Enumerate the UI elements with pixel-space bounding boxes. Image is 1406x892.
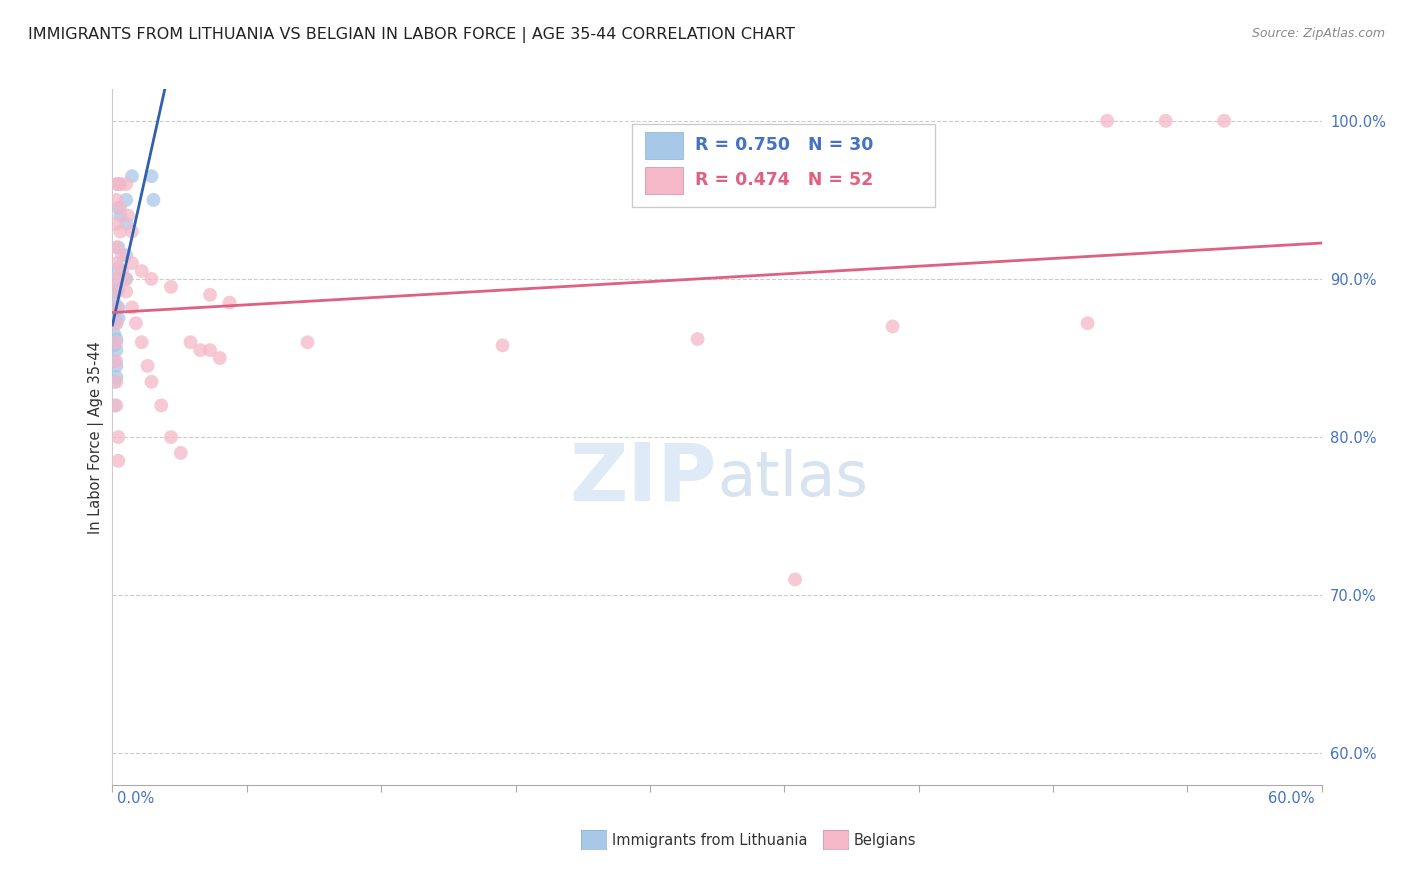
Text: IMMIGRANTS FROM LITHUANIA VS BELGIAN IN LABOR FORCE | AGE 35-44 CORRELATION CHAR: IMMIGRANTS FROM LITHUANIA VS BELGIAN IN … — [28, 27, 796, 43]
Point — [105, 240, 128, 254]
Text: atlas: atlas — [717, 449, 868, 508]
Point — [107, 311, 129, 326]
Point — [107, 201, 129, 215]
Point — [105, 272, 128, 286]
Point — [218, 295, 240, 310]
Point — [1154, 113, 1177, 128]
Point — [115, 217, 138, 231]
Point — [110, 201, 132, 215]
Point — [198, 343, 221, 358]
Point — [107, 301, 129, 315]
Point — [105, 256, 128, 270]
Point — [110, 225, 132, 239]
FancyBboxPatch shape — [633, 124, 935, 208]
Point — [105, 354, 128, 368]
Point — [1213, 113, 1236, 128]
Point — [131, 264, 153, 278]
Point — [105, 399, 128, 413]
Point — [111, 264, 134, 278]
Point — [105, 316, 128, 330]
Point — [105, 193, 128, 207]
Point — [882, 319, 904, 334]
Point — [170, 446, 193, 460]
Point — [142, 193, 165, 207]
Point — [297, 335, 319, 350]
Y-axis label: In Labor Force | Age 35-44: In Labor Force | Age 35-44 — [89, 341, 104, 533]
Point — [103, 311, 125, 326]
Point — [686, 332, 709, 346]
Point — [1077, 316, 1099, 330]
Point — [141, 272, 163, 286]
Point — [105, 343, 128, 358]
Point — [107, 240, 129, 254]
Point — [115, 272, 138, 286]
Text: 60.0%: 60.0% — [1268, 791, 1315, 805]
Point — [105, 177, 128, 191]
FancyBboxPatch shape — [644, 132, 683, 159]
Point — [131, 335, 153, 350]
Point — [115, 272, 138, 286]
Point — [105, 217, 128, 231]
Point — [105, 301, 128, 315]
Point — [103, 354, 125, 368]
Point — [491, 338, 513, 352]
Point — [115, 248, 138, 262]
Point — [188, 343, 211, 358]
FancyBboxPatch shape — [644, 167, 683, 194]
Point — [198, 287, 221, 301]
Point — [110, 209, 132, 223]
Point — [107, 177, 129, 191]
Text: 0.0%: 0.0% — [117, 791, 153, 805]
Point — [103, 375, 125, 389]
Point — [160, 280, 183, 294]
Text: R = 0.474   N = 52: R = 0.474 N = 52 — [696, 170, 873, 188]
Point — [105, 285, 128, 299]
Point — [121, 225, 143, 239]
Point — [103, 295, 125, 310]
Point — [121, 169, 143, 184]
Point — [105, 301, 128, 315]
Point — [105, 375, 128, 389]
Point — [141, 375, 163, 389]
Point — [179, 335, 201, 350]
Point — [103, 399, 125, 413]
Point — [105, 272, 128, 286]
Point — [150, 399, 173, 413]
Point — [208, 351, 231, 365]
Point — [110, 177, 132, 191]
Point — [103, 327, 125, 342]
Point — [136, 359, 159, 373]
Text: Belgians: Belgians — [853, 833, 915, 847]
Point — [1095, 113, 1118, 128]
Point — [105, 370, 128, 384]
Point — [783, 573, 806, 587]
Point — [105, 332, 128, 346]
Text: R = 0.750   N = 30: R = 0.750 N = 30 — [696, 136, 873, 153]
Point — [103, 338, 125, 352]
Point — [121, 301, 143, 315]
Point — [115, 177, 138, 191]
Point — [160, 430, 183, 444]
Point — [115, 285, 138, 299]
Point — [107, 454, 129, 468]
Point — [105, 359, 128, 373]
Point — [125, 316, 148, 330]
Text: ZIP: ZIP — [569, 440, 717, 518]
Text: Immigrants from Lithuania: Immigrants from Lithuania — [612, 833, 807, 847]
Point — [107, 260, 129, 275]
Point — [121, 256, 143, 270]
Point — [105, 335, 128, 350]
Point — [141, 169, 163, 184]
Point — [115, 193, 138, 207]
Point — [107, 430, 129, 444]
Point — [117, 209, 139, 223]
Point — [105, 316, 128, 330]
Point — [107, 283, 129, 297]
Text: Source: ZipAtlas.com: Source: ZipAtlas.com — [1251, 27, 1385, 40]
Point — [111, 248, 134, 262]
Point — [105, 285, 128, 299]
